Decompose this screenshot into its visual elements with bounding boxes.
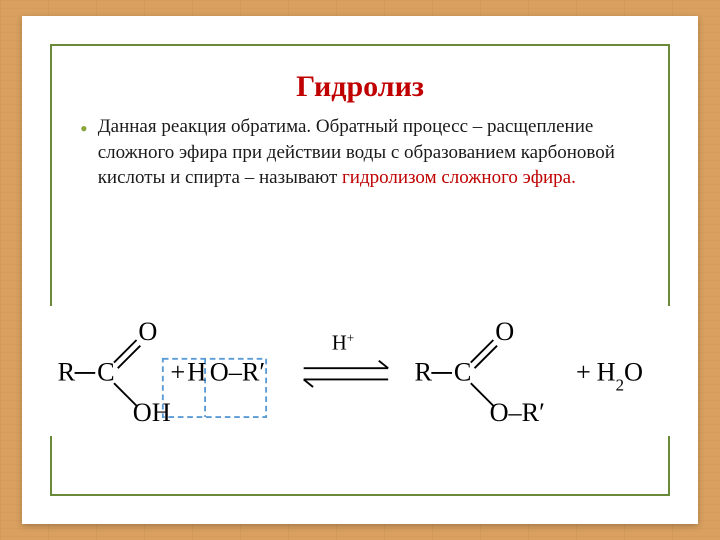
bullet-marker-icon: •: [80, 118, 88, 140]
left-R: R: [58, 357, 76, 386]
left-dblO: O: [138, 317, 157, 346]
right-water: H2O: [597, 357, 643, 394]
left-acid-group: R C O OH: [58, 317, 171, 427]
equation-region: R C O OH + H O–R′: [22, 306, 698, 436]
right-C: C: [454, 357, 472, 386]
bond-c-o-2r: [475, 346, 498, 369]
bullet-item: • Данная реакция обратима. Обратный проц…: [80, 114, 640, 191]
slide-body-text: Данная реакция обратима. Обратный процес…: [98, 114, 640, 191]
slide-title: Гидролиз: [80, 70, 640, 104]
paragraph-accent: гидролизом сложного эфира.: [342, 167, 576, 188]
slide-card: Гидролиз • Данная реакция обратима. Обра…: [22, 16, 698, 524]
bond-c-o-1r: [471, 340, 494, 363]
right-R: R: [414, 357, 432, 386]
left-H: H: [187, 357, 206, 386]
right-plus: +: [576, 357, 591, 386]
right-ester-group: R C O O–R′: [414, 317, 544, 427]
right-O-Rprime: O–R′: [490, 398, 545, 427]
right-dblO: O: [495, 317, 514, 346]
catalyst-label: H+: [332, 330, 354, 355]
bond-c-o-2: [118, 346, 141, 369]
equation-svg: R C O OH + H O–R′: [22, 306, 698, 436]
left-OH: OH: [133, 398, 171, 427]
left-C: C: [97, 357, 115, 386]
left-O-Rprime: O–R′: [210, 357, 265, 386]
right-water-group: + H2O: [576, 357, 643, 394]
bond-c-o-1: [114, 340, 137, 363]
left-plus-1: +: [170, 357, 185, 386]
left-alcohol-group: + H O–R′: [170, 357, 265, 386]
equilibrium-arrow-icon: [304, 361, 389, 387]
